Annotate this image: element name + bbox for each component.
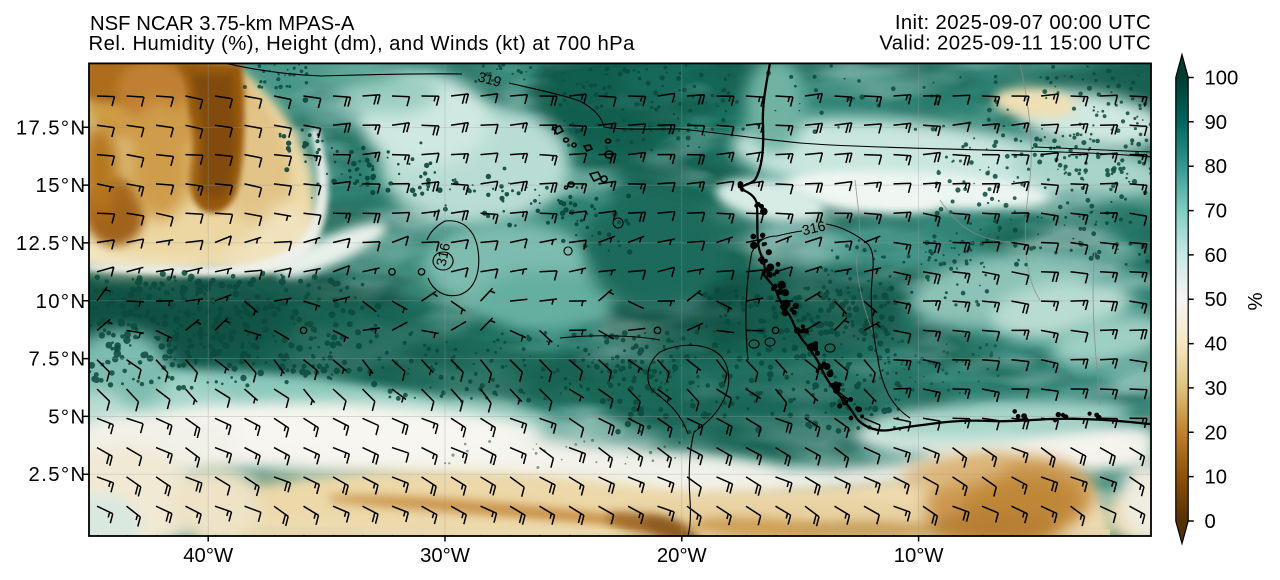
svg-text:80: 80 bbox=[1205, 156, 1228, 178]
svg-text:60: 60 bbox=[1205, 245, 1228, 267]
svg-text:10°N: 10°N bbox=[36, 291, 87, 313]
svg-text:100: 100 bbox=[1205, 68, 1239, 90]
svg-text:319: 319 bbox=[476, 68, 503, 90]
svg-text:50: 50 bbox=[1205, 289, 1228, 311]
svg-text:316: 316 bbox=[800, 217, 827, 238]
svg-text:10: 10 bbox=[1205, 467, 1228, 489]
svg-text:15°N: 15°N bbox=[36, 175, 87, 197]
svg-text:20°W: 20°W bbox=[657, 545, 708, 567]
svg-text:%: % bbox=[1245, 292, 1267, 310]
svg-text:90: 90 bbox=[1205, 112, 1228, 134]
svg-text:Valid: 2025-09-11 15:00 UTC: Valid: 2025-09-11 15:00 UTC bbox=[879, 33, 1151, 55]
svg-text:30: 30 bbox=[1205, 378, 1228, 400]
svg-text:20: 20 bbox=[1205, 422, 1228, 444]
svg-text:40°W: 40°W bbox=[183, 545, 234, 567]
svg-text:10°W: 10°W bbox=[894, 545, 945, 567]
svg-text:Init: 2025-09-07 00:00 UTC: Init: 2025-09-07 00:00 UTC bbox=[895, 12, 1151, 34]
svg-text:0: 0 bbox=[1205, 511, 1216, 533]
svg-text:12.5°N: 12.5°N bbox=[16, 233, 87, 255]
svg-text:17.5°N: 17.5°N bbox=[16, 117, 87, 139]
svg-text:30°W: 30°W bbox=[420, 545, 471, 567]
svg-text:5°N: 5°N bbox=[48, 406, 86, 428]
svg-text:Rel. Humidity (%), Height (dm): Rel. Humidity (%), Height (dm), and Wind… bbox=[89, 33, 636, 55]
svg-text:70: 70 bbox=[1205, 201, 1228, 223]
svg-text:40: 40 bbox=[1205, 334, 1228, 356]
svg-text:7.5°N: 7.5°N bbox=[29, 349, 87, 371]
svg-text:2.5°N: 2.5°N bbox=[29, 464, 87, 486]
svg-text:NSF NCAR 3.75-km MPAS-A: NSF NCAR 3.75-km MPAS-A bbox=[90, 13, 355, 35]
